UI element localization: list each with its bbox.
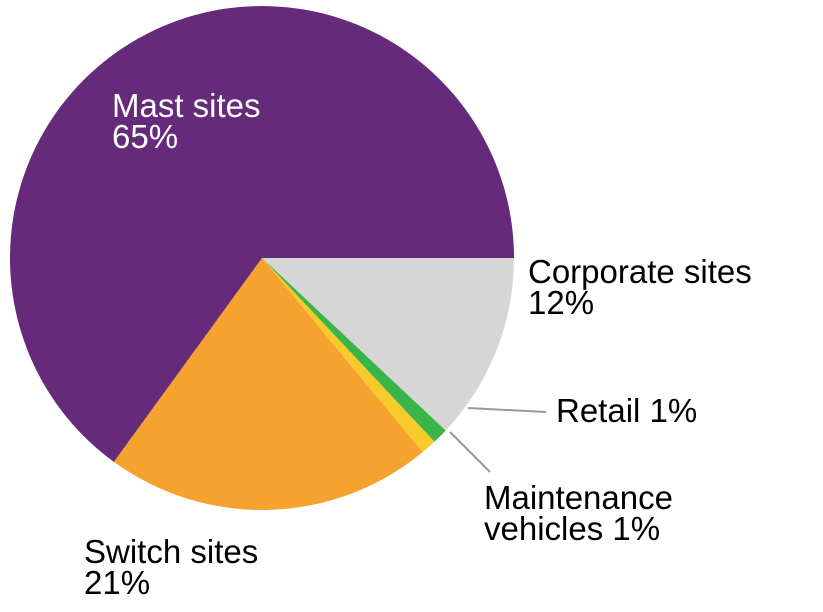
slice-label: Retail 1% (556, 392, 816, 429)
category-label: Maintenance vehicles (484, 479, 673, 547)
category-label: Mast sites (112, 87, 261, 124)
pie-slice (262, 258, 514, 431)
category-label: Corporate sites (528, 253, 752, 290)
leader-line (467, 407, 547, 413)
category-label: Retail (556, 392, 641, 429)
slice-label: Switch sites 21% (84, 533, 319, 601)
slice-label: Corporate sites 12% (528, 253, 818, 321)
slice-label: Mast sites 65% (112, 87, 307, 155)
value-label: 1% (649, 392, 698, 429)
pie-slice (262, 258, 446, 442)
value-label: 12% (528, 284, 595, 321)
value-label: 21% (84, 564, 151, 601)
category-label: Switch sites (84, 533, 259, 570)
value-label: 65% (112, 118, 179, 155)
pie-slice (10, 6, 514, 462)
slice-label: Maintenance vehicles 1% (484, 479, 729, 547)
value-label: 1% (612, 510, 661, 547)
leader-line (449, 431, 491, 473)
pie-slice (262, 258, 435, 453)
pie-slice (113, 258, 423, 511)
